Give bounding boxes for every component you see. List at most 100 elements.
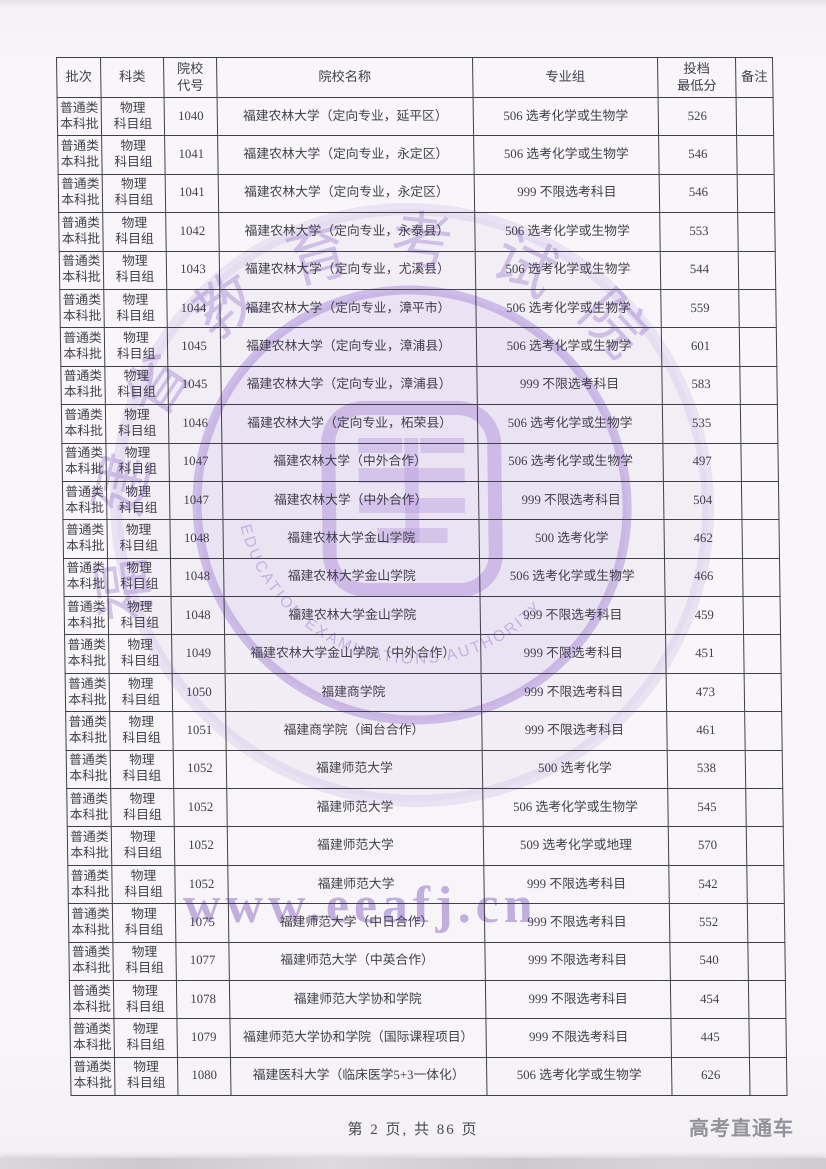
cell-group: 506 选考化学或生物学 [475, 289, 662, 328]
table-row: 普通类 本科批 物理 科目组 1043 福建农林大学（定向专业，尤溪县） 506 选考化… [59, 251, 776, 290]
cell-category: 物理 科目组 [113, 980, 177, 1019]
cell-score: 545 [667, 788, 747, 827]
cell-code: 1047 [169, 481, 223, 520]
cell-category: 物理 科目组 [112, 942, 177, 981]
cell-score: 542 [668, 865, 748, 904]
cell-score: 546 [658, 135, 738, 175]
cell-code: 1040 [164, 97, 218, 136]
cell-remark [739, 327, 777, 367]
cell-remark [740, 404, 778, 444]
cell-name: 福建农林大学（定向专业，柘荣县） [221, 404, 478, 444]
cell-category: 物理 科目组 [106, 481, 170, 520]
cell-code: 1048 [169, 519, 224, 559]
cell-batch: 普通类 本科批 [62, 519, 108, 559]
cell-code: 1041 [165, 174, 219, 213]
table-row: 普通类 本科批 物理 科目组 1042 福建农林大学（定向专业，永泰县） 506 选考化… [58, 212, 776, 252]
cell-category: 物理 科目组 [104, 327, 168, 367]
cell-remark [743, 634, 782, 674]
cell-group: 506 选考化学或生物学 [473, 97, 659, 136]
cell-name: 福建商学院 [225, 673, 482, 712]
cell-score: 570 [668, 826, 747, 866]
cell-group: 506 选考化学或生物学 [476, 327, 662, 367]
cell-remark [747, 903, 785, 943]
cell-batch: 普通类 本科批 [59, 289, 105, 328]
cell-batch: 普通类 本科批 [63, 558, 109, 597]
cell-code: 1048 [171, 596, 225, 635]
cell-code: 1052 [173, 750, 227, 789]
cell-batch: 普通类 本科批 [70, 1057, 116, 1096]
table-row: 普通类 本科批 物理 科目组 1075 福建师范大学（中日合作） 999 不限选考科目 5… [68, 903, 785, 943]
cell-group: 999 不限选考科目 [485, 980, 671, 1019]
table-row: 普通类 本科批 物理 科目组 1041 福建农林大学（定向专业，永定区） 999 不限选… [58, 174, 775, 213]
cell-batch: 普通类 本科批 [65, 711, 111, 751]
cell-name: 福建师范大学协和学院（国际课程项目） [229, 1018, 487, 1058]
cell-remark [741, 519, 780, 559]
cell-group: 999 不限选考科目 [476, 366, 663, 405]
cell-group: 999 不限选考科目 [484, 903, 670, 943]
table-row: 普通类 本科批 物理 科目组 1077 福建师范大学（中英合作） 999 不限选考科目 5… [68, 942, 786, 981]
cell-name: 福建师范大学 [226, 788, 484, 827]
cell-score: 583 [661, 366, 741, 405]
cell-category: 物理 科目组 [105, 443, 170, 482]
cell-code: 1043 [166, 251, 220, 290]
cell-score: 454 [670, 980, 749, 1019]
cell-category: 物理 科目组 [111, 865, 176, 904]
cell-batch: 普通类 本科批 [60, 327, 105, 367]
cell-category: 物理 科目组 [102, 212, 167, 252]
cell-group: 500 选考化学 [478, 519, 665, 559]
cell-score: 462 [663, 519, 743, 559]
cell-name: 福建农林大学（定向专业，永定区） [218, 174, 475, 213]
cell-remark [737, 212, 776, 252]
cell-score: 538 [667, 750, 746, 789]
cell-remark [736, 135, 775, 175]
cell-group: 999 不限选考科目 [481, 711, 668, 751]
cell-remark [746, 826, 784, 866]
table-row: 普通类 本科批 物理 科目组 1047 福建农林大学（中外合作） 999 不限选考科目 5… [62, 481, 779, 520]
cell-remark [737, 174, 775, 213]
cell-remark [738, 251, 776, 290]
header-group: 专业组 [472, 57, 659, 98]
cell-category: 物理 科目组 [110, 788, 175, 827]
table-row: 普通类 本科批 物理 科目组 1048 福建农林大学金山学院 506 选考化学或生物学 4… [63, 558, 781, 597]
cell-name: 福建农林大学金山学院 [224, 596, 481, 635]
cell-code: 1045 [167, 327, 221, 367]
cell-category: 物理 科目组 [101, 135, 166, 175]
cell-batch: 普通类 本科批 [68, 903, 113, 943]
table-row: 普通类 本科批 物理 科目组 1045 福建农林大学（定向专业，漳浦县） 506 选考化… [60, 327, 777, 367]
cell-score: 497 [662, 443, 742, 482]
cell-score: 626 [671, 1057, 751, 1096]
cell-group: 506 选考化学或生物学 [482, 788, 669, 827]
cell-category: 物理 科目组 [109, 673, 173, 712]
cell-remark [742, 558, 781, 597]
cell-batch: 普通类 本科批 [66, 788, 112, 827]
cell-batch: 普通类 本科批 [58, 174, 103, 213]
cell-category: 物理 科目组 [114, 1057, 179, 1096]
cell-batch: 普通类 本科批 [62, 481, 107, 520]
header-batch: 批次 [56, 57, 102, 98]
cell-remark [745, 750, 783, 789]
cell-code: 1080 [177, 1057, 232, 1096]
cell-category: 物理 科目组 [108, 596, 172, 635]
cell-remark [736, 97, 774, 136]
table-row: 普通类 本科批 物理 科目组 1052 福建师范大学 509 选考化学或地理 570 [67, 826, 784, 866]
table-row: 普通类 本科批 物理 科目组 1048 福建农林大学金山学院 999 不限选考科目 459 [64, 596, 781, 635]
cell-code: 1079 [176, 1018, 231, 1058]
cell-name: 福建师范大学协和学院 [229, 980, 486, 1019]
cell-name: 福建师范大学 [227, 865, 485, 904]
cell-category: 物理 科目组 [106, 519, 171, 559]
cell-code: 1078 [176, 980, 230, 1019]
cell-batch: 普通类 本科批 [61, 404, 106, 444]
cell-group: 500 选考化学 [482, 750, 668, 789]
cell-name: 福建农林大学（定向专业，永泰县） [218, 212, 476, 252]
cell-batch: 普通类 本科批 [64, 596, 109, 635]
cell-remark [745, 788, 784, 827]
cell-score: 546 [659, 174, 738, 213]
cell-category: 物理 科目组 [110, 750, 174, 789]
brand-watermark: 高考直通车 [689, 1118, 794, 1140]
cell-score: 504 [663, 481, 742, 520]
cell-remark [739, 366, 778, 405]
table-row: 普通类 本科批 物理 科目组 1047 福建农林大学（中外合作） 506 选考化学或生物… [61, 443, 779, 482]
cell-remark [743, 596, 781, 635]
cell-score: 535 [662, 404, 741, 444]
cell-category: 物理 科目组 [102, 174, 166, 213]
